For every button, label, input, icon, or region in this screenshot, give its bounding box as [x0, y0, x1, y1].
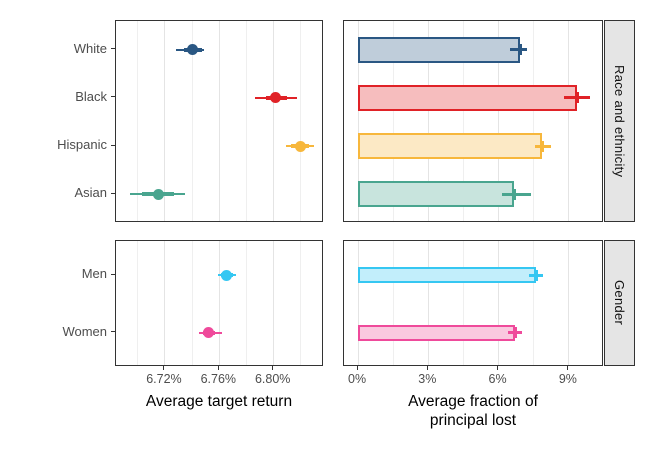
gridline-minor — [462, 241, 464, 365]
gridline-minor — [246, 241, 247, 365]
errorbar-tick-women — [512, 327, 517, 339]
x-tick-label: 6% — [488, 372, 507, 386]
bar-asian — [358, 181, 514, 208]
gridline-minor — [191, 241, 193, 365]
x-tick-mark — [272, 366, 274, 370]
errorbar-tick-black — [575, 92, 580, 104]
y-tick-mark — [111, 192, 115, 194]
gridline-major — [273, 21, 275, 221]
x-tick-mark — [567, 366, 569, 370]
y-tick-mark — [111, 331, 115, 333]
category-label-hispanic: Hispanic — [57, 137, 107, 153]
errorbar-tick-men — [534, 269, 539, 281]
y-tick-mark — [111, 144, 115, 146]
gridline-major — [357, 21, 359, 221]
x-tick-label: 9% — [558, 372, 577, 386]
y-tick-mark — [111, 48, 115, 50]
errorbar-asian — [502, 192, 532, 196]
point-black — [269, 92, 281, 104]
panel-target-return-race — [115, 20, 323, 222]
errorbar-tick-asian — [511, 188, 516, 200]
gridline-major — [568, 21, 570, 221]
gridline-minor — [392, 21, 394, 221]
x-tick-label: 0% — [348, 372, 367, 386]
facet-strip-gender-label: Gender — [612, 280, 627, 326]
gridline-major — [218, 241, 220, 365]
gridline-major — [273, 241, 275, 365]
gridline-major — [218, 21, 220, 221]
bar-white — [358, 36, 520, 63]
panel-principal-lost-race — [343, 20, 603, 222]
x-axis-title-target-return: Average target return — [145, 393, 293, 410]
x-tick-mark — [163, 366, 165, 370]
y-tick-mark — [111, 273, 115, 275]
gridline-minor — [191, 21, 193, 221]
category-label-white: White — [73, 40, 107, 56]
facet-strip-race-label: Race and ethnicity — [612, 64, 627, 178]
errorbar-tick-white — [517, 44, 522, 56]
gridline-minor — [533, 241, 535, 365]
gridline-major — [568, 241, 570, 365]
x-tick-label: 6.80% — [254, 372, 291, 386]
x-axis-title-principal-lost: Average fraction of principal lost — [408, 393, 538, 429]
gridline-major — [498, 241, 500, 365]
x-tick-mark — [356, 366, 358, 370]
facet-strip-gender: Gender — [604, 240, 635, 366]
point-hispanic — [295, 140, 307, 152]
category-label-asian: Asian — [74, 185, 107, 201]
x-tick-mark — [426, 366, 428, 370]
point-women — [202, 327, 214, 339]
gridline-minor — [533, 21, 535, 221]
bar-women — [358, 324, 515, 341]
x-tick-label: 3% — [418, 372, 437, 386]
category-label-women: Women — [62, 323, 107, 339]
x-tick-mark — [497, 366, 499, 370]
facet-strip-race: Race and ethnicity — [604, 20, 635, 222]
point-asian — [152, 188, 164, 200]
x-tick-label: 6.76% — [200, 372, 237, 386]
gridline-minor — [137, 21, 139, 221]
panel-target-return-gender — [115, 240, 323, 366]
gridline-major — [498, 21, 500, 221]
y-tick-mark — [111, 96, 115, 98]
bar-men — [358, 267, 537, 284]
gridline-major — [427, 241, 429, 365]
gridline-major — [357, 241, 359, 365]
gridline-minor — [300, 21, 302, 221]
x-tick-mark — [217, 366, 219, 370]
category-label-men: Men — [81, 266, 107, 282]
gridline-major — [164, 241, 166, 365]
bar-hispanic — [358, 133, 542, 160]
point-men — [220, 269, 232, 281]
gridline-major — [427, 21, 429, 221]
bar-black — [358, 84, 578, 111]
panel-principal-lost-gender — [343, 240, 603, 366]
gridline-minor — [462, 21, 464, 221]
category-label-black: Black — [75, 88, 107, 104]
gridline-major — [164, 21, 166, 221]
gridline-minor — [137, 241, 139, 365]
gridline-minor — [246, 21, 247, 221]
x-tick-label: 6.72% — [146, 372, 182, 386]
errorbar-tick-hispanic — [539, 140, 544, 152]
point-white — [186, 44, 198, 56]
gridline-minor — [392, 241, 394, 365]
gridline-minor — [300, 241, 302, 365]
